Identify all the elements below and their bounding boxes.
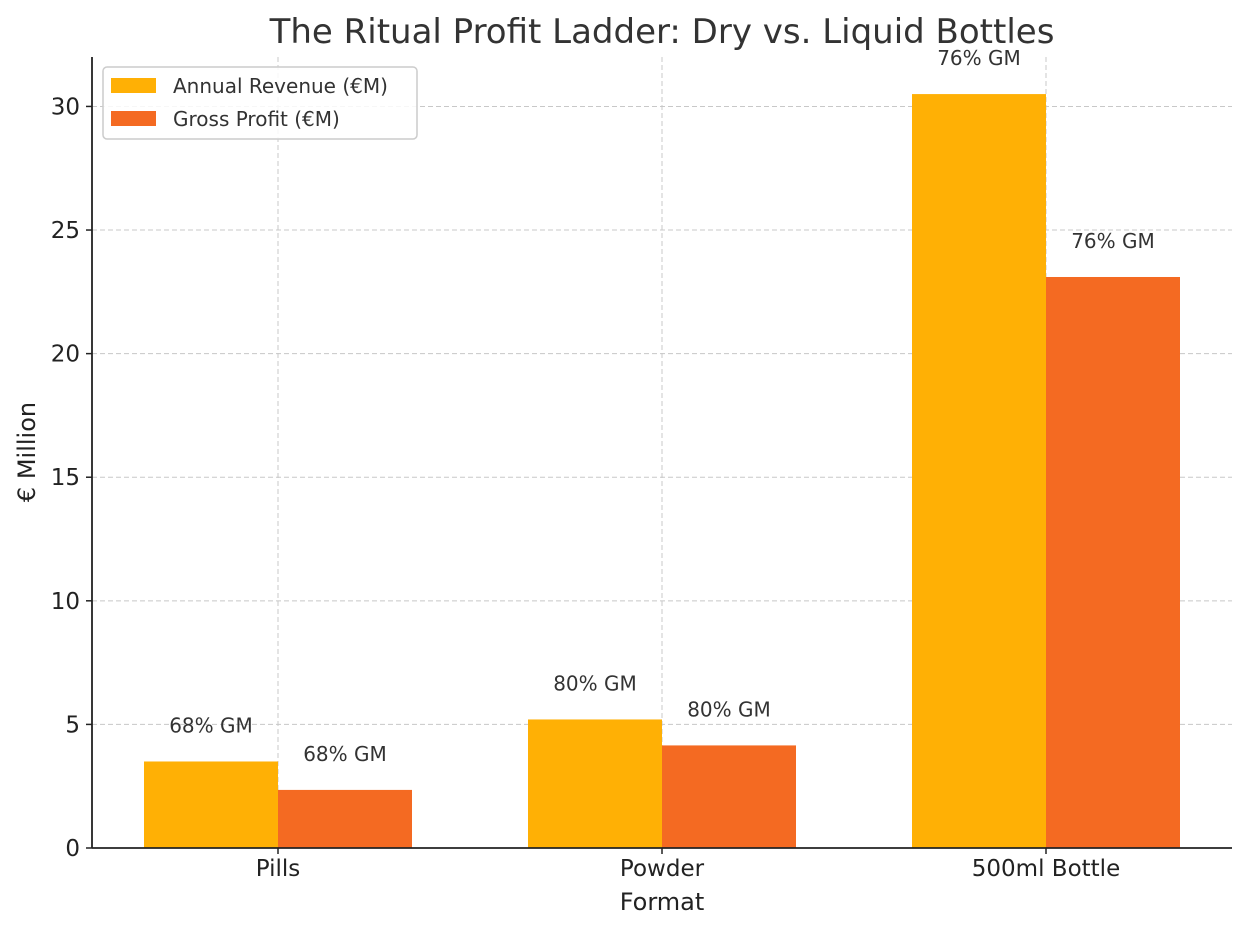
x-tick-label: Powder [620,856,705,882]
axes: 0 5 10 15 20 25 30 Pills Powder 500ml Bottle [51,57,1232,882]
y-tick-label: 0 [65,836,80,862]
bar-data-label: 76% GM [937,46,1021,70]
bar-data-label: 80% GM [553,671,637,695]
bar-revenue-2 [912,94,1046,848]
legend-label: Annual Revenue (€M) [173,74,388,98]
bar-data-label: 68% GM [169,713,253,737]
x-tick-label: Pills [256,856,301,882]
y-tick-label: 30 [51,94,80,120]
y-tick-label: 25 [51,218,80,244]
legend-swatch [111,78,156,93]
chart-title: The Ritual Profit Ladder: Dry vs. Liquid… [269,12,1055,52]
bar-data-label: 76% GM [1071,229,1155,253]
bars [144,94,1180,848]
bar-revenue-1 [528,719,662,848]
bar-gross-profit-1 [662,745,796,848]
bar-data-label: 80% GM [687,697,771,721]
x-axis-title: Format [620,888,705,916]
legend-frame [102,66,418,140]
bar-labels: 68% GM 80% GM 76% GM 68% GM 80% GM 76% GM [169,46,1155,766]
legend-label: Gross Profit (€M) [173,107,340,131]
y-tick-label: 5 [65,712,80,738]
bar-data-label: 68% GM [303,742,387,766]
y-axis-title: € Million [13,402,41,502]
legend: Annual Revenue (€M) Gross Profit (€M) [102,66,418,140]
legend-swatch [111,111,156,126]
bar-gross-profit-0 [278,789,412,848]
x-tick-label: 500ml Bottle [972,856,1120,882]
y-tick-label: 15 [51,465,80,491]
y-tick-label: 20 [51,342,80,368]
bar-gross-profit-2 [1046,276,1180,848]
y-tick-label: 10 [51,589,80,615]
bar-revenue-0 [144,761,278,848]
